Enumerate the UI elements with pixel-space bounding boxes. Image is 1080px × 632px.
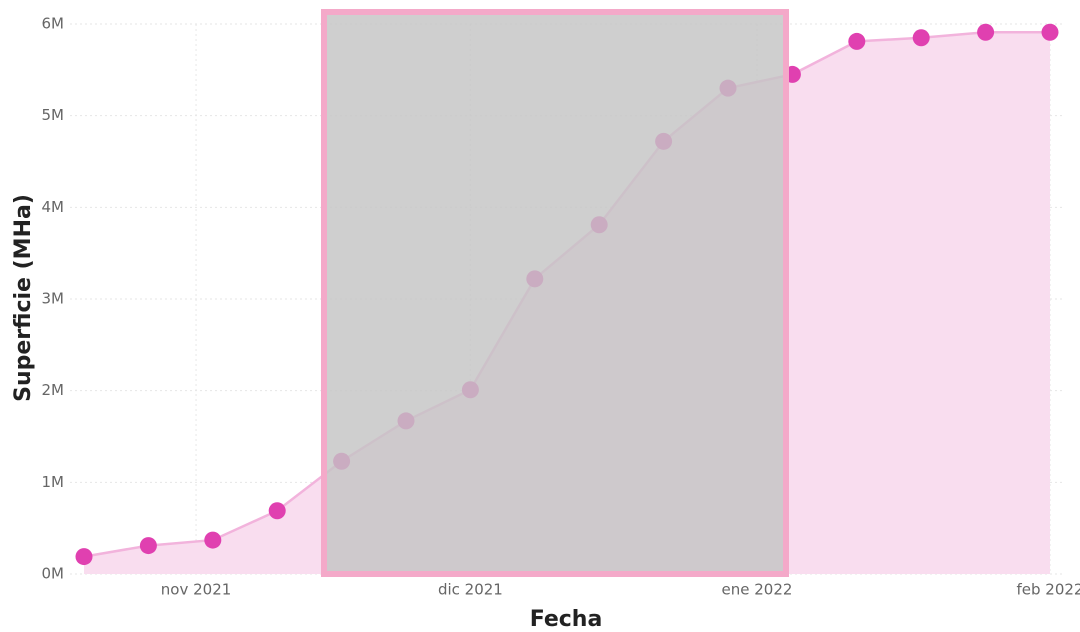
x-axis-title: Fecha (530, 607, 603, 632)
point (139, 537, 157, 555)
point (204, 531, 222, 549)
point (1041, 23, 1059, 41)
point (977, 23, 995, 41)
point (75, 548, 93, 566)
selection-box[interactable] (321, 9, 789, 577)
y-axis-title: Superficie (MHa) (11, 194, 36, 402)
y-tick-label: 1M (42, 473, 65, 491)
y-tick-label: 0M (42, 565, 65, 583)
y-tick-label: 5M (42, 106, 65, 124)
y-tick-label: 6M (42, 15, 65, 33)
x-tick-label: nov 2021 (161, 581, 232, 599)
y-tick-label: 4M (42, 198, 65, 216)
x-tick-label: dic 2021 (438, 581, 503, 599)
x-tick-label: ene 2022 (722, 581, 793, 599)
point (848, 32, 866, 50)
y-tick-label: 2M (42, 381, 65, 399)
point (912, 29, 930, 47)
point (268, 502, 286, 520)
y-tick-label: 3M (42, 290, 65, 308)
x-tick-label: feb 2022 (1017, 581, 1080, 599)
